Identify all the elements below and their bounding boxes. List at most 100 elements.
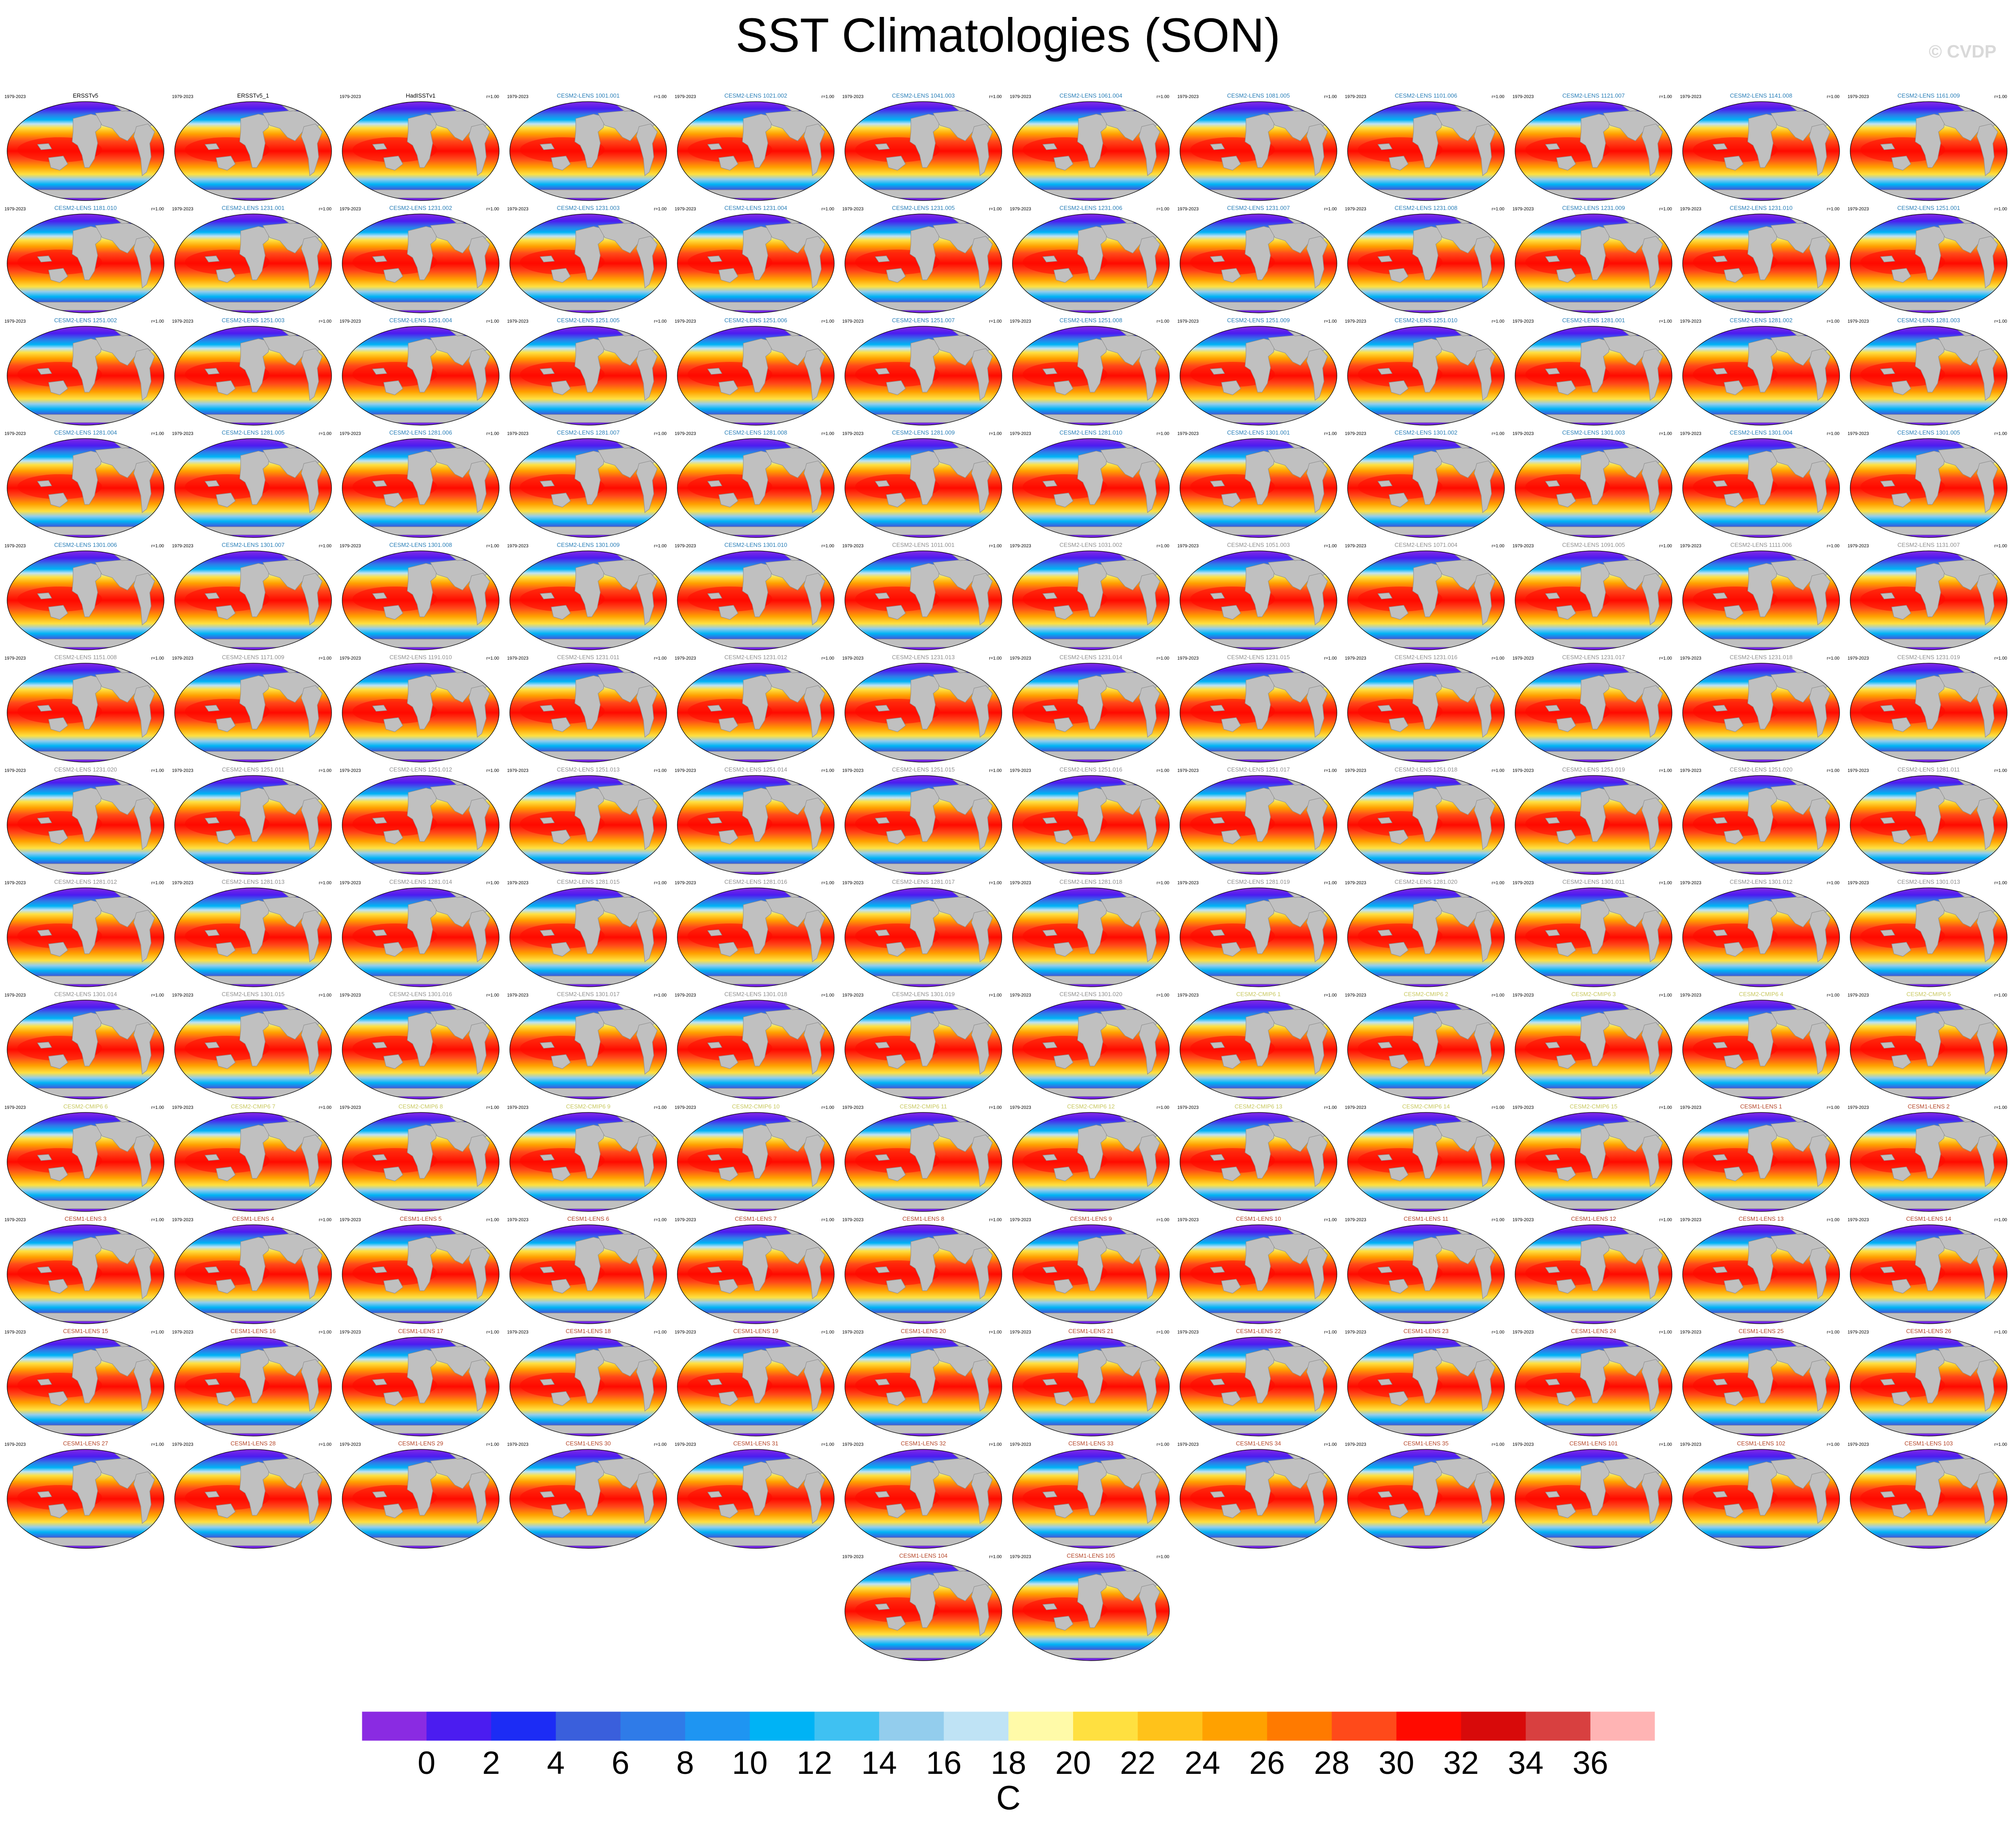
map-outline	[342, 775, 500, 875]
land-mass	[1020, 976, 1162, 985]
panel-period: 1979-2023	[1848, 319, 1869, 324]
land-mass	[1857, 639, 2000, 648]
land-mass	[684, 1313, 827, 1321]
land-mass	[1690, 302, 1832, 311]
sst-map	[1515, 438, 1672, 538]
land-mass	[1187, 189, 1330, 198]
panel-pattern-r: r=1.00	[1324, 544, 1337, 549]
land-mass	[1053, 1054, 1074, 1069]
sst-panel: 1979-2023 CESM2-CMIP6 15 r=1.00	[1510, 1103, 1677, 1214]
sst-map	[1682, 438, 1840, 538]
sst-map	[1850, 775, 2008, 875]
panel-period: 1979-2023	[842, 94, 864, 99]
map-outline	[342, 663, 500, 763]
land-mass	[1556, 1503, 1576, 1518]
panel-pattern-r: r=1.00	[1492, 768, 1504, 773]
land-mass	[48, 1166, 68, 1182]
map-outline	[844, 887, 1002, 987]
panel-period: 1979-2023	[1177, 1105, 1199, 1110]
panel-pattern-r: r=1.00	[654, 319, 667, 324]
panel-pattern-r: r=1.00	[486, 1442, 499, 1447]
panel-pattern-r: r=1.00	[319, 1218, 332, 1223]
sst-panel: 1979-2023 CESM2-CMIP6 13 r=1.00	[1175, 1103, 1342, 1214]
land-mass	[1355, 863, 1497, 872]
sst-panel: 1979-2023 CESM2-LENS 1231.004 r=1.00	[672, 204, 840, 316]
land-mass	[1976, 797, 1998, 850]
sst-map	[1180, 1112, 1337, 1212]
sst-panel: 1979-2023 CESM1-LENS 24 r=1.00	[1510, 1327, 1677, 1439]
land-mass	[1042, 1042, 1057, 1049]
sst-panel: 1979-2023 CESM1-LENS 10 r=1.00	[1175, 1215, 1342, 1326]
land-mass	[1713, 592, 1728, 599]
panel-title: CESM2-LENS 1251.005	[557, 317, 620, 324]
land-mass	[1976, 1471, 1998, 1524]
land-mass	[517, 751, 660, 760]
land-mass	[1210, 480, 1225, 487]
land-mass	[886, 1503, 906, 1518]
panel-period: 1979-2023	[1680, 1218, 1701, 1223]
sst-map	[677, 213, 835, 313]
sst-map	[509, 1000, 667, 1100]
panel-pattern-r: r=1.00	[821, 881, 834, 886]
panel-pattern-r: r=1.00	[1492, 94, 1504, 99]
sst-panel: 1979-2023 CESM2-LENS 1251.010 r=1.00	[1342, 316, 1510, 428]
land-mass	[133, 236, 155, 288]
colorbar-tick-label: 12	[797, 1745, 832, 1781]
map-outline	[342, 101, 500, 201]
panel-period: 1979-2023	[507, 319, 529, 324]
panel-title: CESM2-LENS 1251.008	[1059, 317, 1123, 324]
panel-pattern-r: r=1.00	[1156, 1218, 1169, 1223]
panel-period: 1979-2023	[1512, 207, 1534, 212]
land-mass	[1355, 1088, 1497, 1097]
panel-title: CESM2-LENS 1031.002	[1059, 542, 1123, 548]
panel-pattern-r: r=1.00	[486, 1330, 499, 1335]
land-mass	[1690, 526, 1832, 535]
map-outline	[1515, 887, 1672, 987]
land-mass	[684, 639, 827, 648]
sst-panel: 1979-2023 CESM2-CMIP6 5 r=1.00	[1845, 990, 2012, 1102]
panel-title: CESM1-LENS 103	[1904, 1440, 1953, 1447]
panel-period: 1979-2023	[1680, 1442, 1701, 1447]
land-mass	[468, 1134, 490, 1187]
land-mass	[383, 1166, 403, 1182]
land-mass	[852, 1313, 995, 1321]
panel-period: 1979-2023	[842, 881, 864, 886]
land-mass	[1976, 1022, 1998, 1075]
panel-title: CESM1-LENS 14	[1906, 1215, 1951, 1222]
panel-title: CESM2-LENS 1301.012	[1729, 878, 1793, 885]
land-mass	[1556, 380, 1576, 395]
land-mass	[1053, 717, 1074, 732]
colorbar-bin	[1332, 1711, 1397, 1741]
panel-title: CESM2-LENS 1281.010	[1059, 429, 1123, 436]
land-mass	[971, 123, 993, 176]
land-mass	[372, 705, 387, 712]
panel-pattern-r: r=1.00	[1827, 768, 1840, 773]
panel-period: 1979-2023	[340, 656, 361, 661]
land-mass	[875, 929, 890, 936]
panel-period: 1979-2023	[1345, 319, 1366, 324]
land-mass	[205, 1266, 220, 1273]
panel-period: 1979-2023	[172, 768, 193, 773]
sst-map	[7, 438, 164, 538]
panel-title: CESM2-CMIP6 8	[398, 1103, 443, 1110]
panel-period: 1979-2023	[1345, 544, 1366, 549]
panel-title: CESM2-LENS 1281.009	[892, 429, 955, 436]
land-mass	[1042, 1266, 1057, 1273]
panel-period: 1979-2023	[4, 94, 26, 99]
sst-panel: 1979-2023 CESM2-LENS 1281.016 r=1.00	[672, 878, 840, 989]
land-mass	[1880, 368, 1895, 375]
land-mass	[182, 751, 324, 760]
land-mass	[636, 797, 658, 850]
panel-title: CESM2-LENS 1231.017	[1562, 654, 1625, 661]
map-outline	[1682, 1112, 1840, 1212]
sst-panel: 1979-2023 CESM1-LENS 18 r=1.00	[504, 1327, 672, 1439]
map-outline	[1180, 1337, 1337, 1436]
panel-pattern-r: r=1.00	[821, 768, 834, 773]
sst-map	[509, 101, 667, 201]
map-outline	[844, 1561, 1002, 1661]
panel-period: 1979-2023	[1848, 993, 1869, 998]
panel-period: 1979-2023	[1177, 768, 1199, 773]
land-mass	[1474, 1022, 1496, 1075]
land-mass	[301, 348, 323, 401]
land-mass	[1880, 1379, 1895, 1386]
